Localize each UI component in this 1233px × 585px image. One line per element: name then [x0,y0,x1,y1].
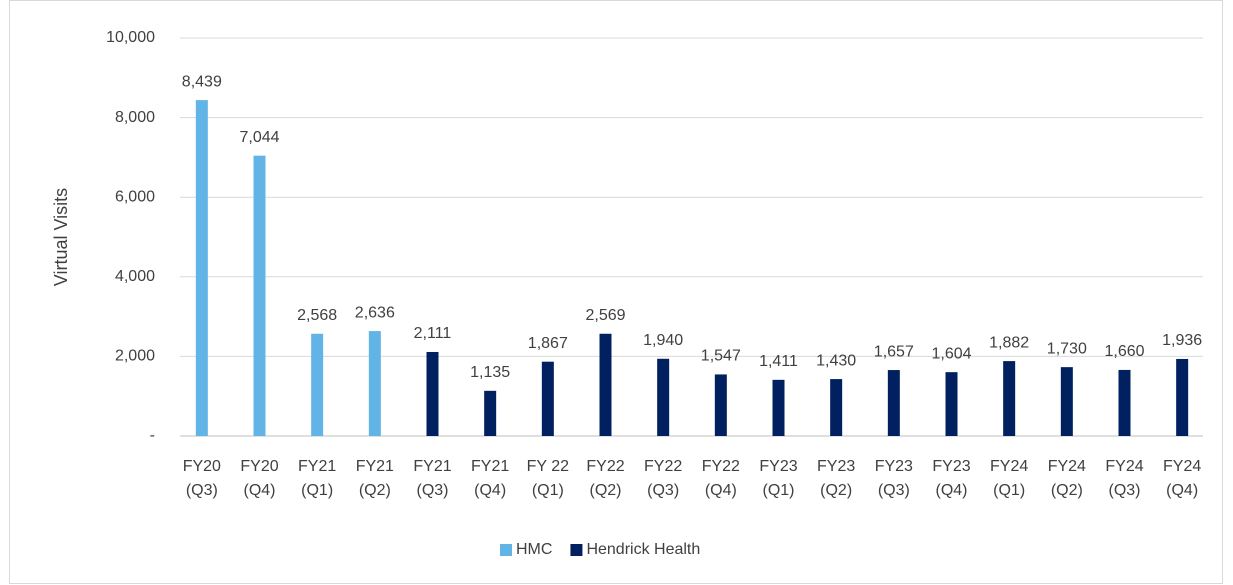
data-label: 7,044 [239,129,279,146]
data-label: 2,636 [355,304,395,321]
x-tick-label: (Q3) [878,482,910,499]
x-tick-label: (Q1) [532,482,564,499]
x-tick-label: FY24 [1163,458,1201,475]
y-tick-label: 2,000 [115,348,155,365]
x-tick-label: FY23 [932,458,970,475]
data-label: 1,430 [816,352,856,369]
x-tick-label: FY21 [413,458,451,475]
data-label: 1,936 [1162,332,1202,349]
x-tick-label: (Q3) [417,482,449,499]
x-tick-label: (Q2) [1051,482,1083,499]
y-axis-label: Virtual Visits [51,188,71,286]
bar [657,358,670,436]
y-tick-label: 10,000 [106,29,155,46]
bar [195,100,208,436]
x-tick-label: FY 22 [527,458,570,475]
y-tick-label: - [150,427,155,444]
bar [541,361,554,436]
x-tick-label: FY20 [183,458,221,475]
data-label: 1,411 [759,353,798,370]
x-tick-label: (Q1) [993,482,1025,499]
x-tick-label: FY20 [240,458,278,475]
bar [945,372,958,436]
bar [368,331,381,436]
legend-swatch [570,544,583,556]
x-tick-label: (Q4) [1166,482,1198,499]
bar [1060,367,1073,436]
data-label: 1,867 [528,335,568,352]
y-tick-label: 4,000 [115,268,155,285]
x-tick-label: FY22 [644,458,682,475]
x-tick-label: (Q1) [763,482,795,499]
x-tick-label: FY21 [356,458,394,475]
x-tick-label: (Q1) [301,482,333,499]
bar [772,379,785,436]
bar [1003,361,1016,436]
x-tick-label: FY22 [702,458,740,475]
x-tick-label: (Q4) [936,482,968,499]
x-tick-label: (Q4) [244,482,276,499]
bar [714,374,727,436]
x-tick-label: (Q2) [359,482,391,499]
data-label: 8,439 [182,73,222,90]
x-tick-label: FY21 [298,458,336,475]
x-tick-label: FY23 [817,458,855,475]
y-tick-label: 6,000 [115,188,155,205]
bar [1176,358,1189,436]
bar [253,155,266,436]
legend-label: Hendrick Health [586,541,700,558]
data-label: 1,940 [643,332,683,349]
data-label: 1,657 [874,343,914,360]
data-label: 1,660 [1104,343,1144,360]
data-label: 2,111 [414,325,452,342]
x-tick-label: FY23 [759,458,797,475]
x-tick-label: (Q4) [474,482,506,499]
data-label: 2,569 [585,307,625,324]
x-tick-label: FY24 [990,458,1028,475]
x-tick-label: FY24 [1048,458,1086,475]
x-tick-label: (Q2) [590,482,622,499]
y-tick-label: 8,000 [115,109,155,126]
data-label: 1,730 [1047,340,1087,357]
x-tick-label: (Q2) [820,482,852,499]
bar [426,351,439,436]
x-tick-label: FY23 [875,458,913,475]
data-label: 1,604 [931,345,971,362]
x-tick-label: (Q3) [647,482,679,499]
legend-label: HMC [516,541,552,558]
x-tick-label: FY21 [471,458,509,475]
data-label: 1,135 [470,364,510,381]
chart-border [9,0,1223,584]
bar [887,370,900,436]
bar [1118,369,1131,436]
bar [484,390,497,436]
x-tick-label: (Q3) [1109,482,1141,499]
data-label: 1,882 [989,334,1029,351]
x-tick-label: FY22 [586,458,624,475]
x-tick-label: (Q4) [705,482,737,499]
bar [830,379,843,436]
x-tick-label: FY24 [1105,458,1143,475]
data-label: 2,568 [297,307,337,324]
bar [599,333,612,436]
data-label: 1,547 [701,348,741,365]
legend-swatch [500,544,512,556]
x-tick-label: (Q3) [186,482,218,499]
bar [311,333,324,436]
